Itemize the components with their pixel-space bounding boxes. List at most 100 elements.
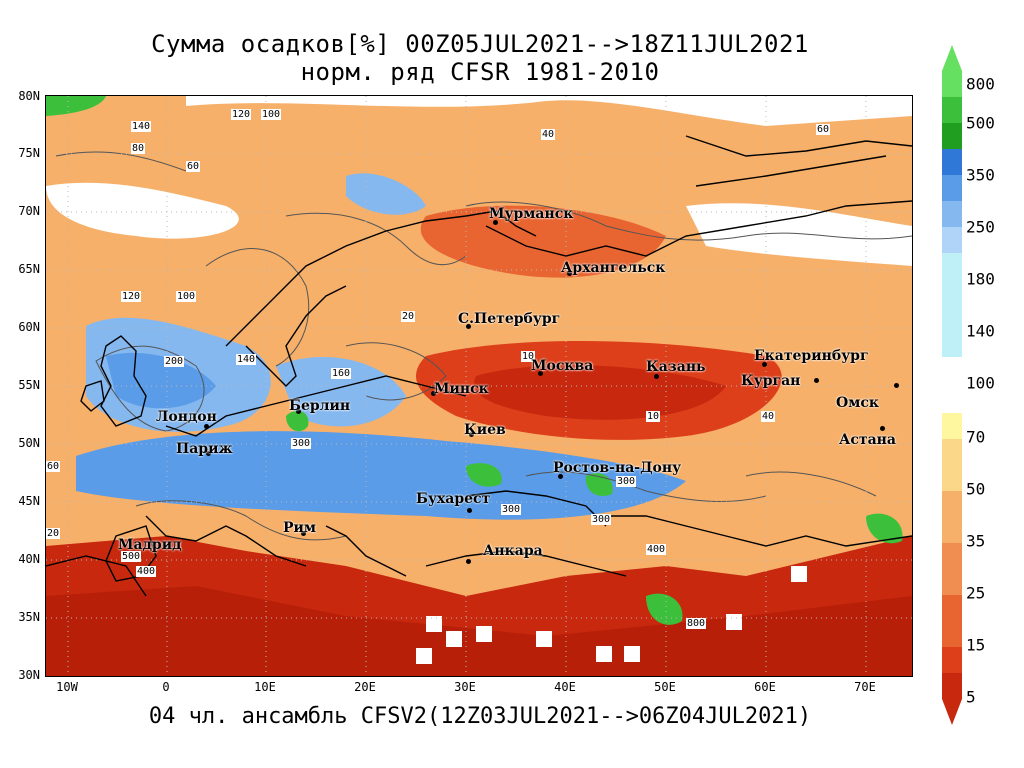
city-bucharest: Бухарест — [416, 491, 491, 507]
city-minsk: Минск — [434, 381, 489, 397]
map-subtitle: норм. ряд CFSR 1981-2010 — [300, 58, 660, 86]
lat-label: 50N — [18, 436, 40, 450]
contour-label: 80 — [131, 143, 146, 154]
city-marker — [466, 324, 471, 329]
lon-label: 50E — [654, 680, 676, 694]
lat-label: 75N — [18, 146, 40, 160]
city-berlin: Берлин — [289, 398, 351, 414]
city-marker — [493, 220, 498, 225]
city-marker — [469, 432, 474, 437]
city-astana: Астана — [839, 432, 896, 448]
lat-label: 30N — [18, 668, 40, 682]
city-rostov-on-don: Ростов-на-Дону — [553, 460, 682, 476]
city-marker — [206, 451, 211, 456]
contour-label: 140 — [236, 354, 257, 365]
contour-label: 60 — [186, 161, 201, 172]
contour-label: 300 — [591, 514, 612, 525]
legend-arrow-down — [942, 699, 962, 725]
city-madrid: Мадрид — [118, 537, 182, 553]
legend-arrow-up — [942, 45, 962, 71]
precipitation-map: 140 120 100 80 60 40 120 100 200 140 20 … — [45, 95, 913, 677]
city-yekaterinburg: Екатеринбург — [754, 348, 869, 364]
city-marker — [467, 508, 472, 513]
city-marker — [567, 271, 572, 276]
lon-label: 20E — [354, 680, 376, 694]
city-kurgan: Курган — [741, 373, 801, 389]
lat-label: 40N — [18, 552, 40, 566]
contour-label: 500 — [121, 551, 142, 562]
contour-label: 400 — [646, 544, 667, 555]
contour-label: 60 — [46, 461, 61, 472]
legend-swatch — [942, 71, 962, 97]
legend-swatch — [942, 673, 962, 699]
legend-tick: 35 — [966, 531, 986, 551]
city-marker — [204, 424, 209, 429]
contour-label: 120 — [121, 291, 142, 302]
city-marker — [880, 426, 885, 431]
city-rome: Рим — [283, 520, 317, 536]
city-st-petersburg: С.Петербург — [458, 311, 561, 327]
legend-swatch — [942, 491, 962, 543]
legend-tick: 25 — [966, 583, 986, 603]
legend-swatch — [942, 175, 962, 201]
contour-label: 100 — [176, 291, 197, 302]
city-marker — [814, 378, 819, 383]
legend-swatch — [942, 149, 962, 175]
lon-label: 0 — [162, 680, 170, 694]
lat-label: 80N — [18, 89, 40, 103]
legend-tick: 180 — [966, 269, 995, 289]
map-field — [46, 96, 912, 676]
lat-label: 35N — [18, 610, 40, 624]
city-marker — [558, 474, 563, 479]
contour-label: 20 — [401, 311, 416, 322]
legend-colorbar — [942, 45, 962, 725]
map-title: Сумма осадков[%] 00Z05JUL2021-->18Z11JUL… — [151, 30, 809, 58]
lon-label: 30E — [454, 680, 476, 694]
legend-tick: 250 — [966, 217, 995, 237]
lon-label: 40E — [554, 680, 576, 694]
lat-label: 45N — [18, 494, 40, 508]
lon-label: 10E — [254, 680, 276, 694]
legend-swatch — [942, 123, 962, 149]
legend-swatch — [942, 647, 962, 673]
city-arkhangelsk: Архангельск — [561, 260, 666, 276]
city-kazan: Казань — [646, 359, 706, 375]
legend-tick: 5 — [966, 687, 976, 707]
contour-label: 10 — [521, 351, 536, 362]
legend-swatch — [942, 97, 962, 123]
lat-label: 65N — [18, 262, 40, 276]
contour-label: 140 — [131, 121, 152, 132]
legend-swatch — [942, 253, 962, 357]
city-marker — [894, 383, 899, 388]
legend-tick: 70 — [966, 427, 986, 447]
city-marker — [296, 409, 301, 414]
ensemble-caption: 04 чл. ансамбль CFSV2(12Z03JUL2021-->06Z… — [148, 704, 812, 729]
lat-label: 70N — [18, 204, 40, 218]
contour-label: 160 — [331, 368, 352, 379]
city-omsk: Омск — [836, 395, 879, 411]
legend-swatch — [942, 543, 962, 595]
legend-swatch — [942, 227, 962, 253]
contour-label: 300 — [291, 438, 312, 449]
contour-label: 20 — [46, 528, 61, 539]
legend-tick: 50 — [966, 479, 986, 499]
contour-label: 100 — [261, 109, 282, 120]
color-legend: 800 500 350 250 180 140 100 70 50 35 25 … — [940, 45, 1024, 725]
contour-label: 200 — [164, 356, 185, 367]
city-marker — [166, 544, 171, 549]
city-marker — [762, 362, 767, 367]
contour-label: 300 — [501, 504, 522, 515]
city-london: Лондон — [156, 409, 217, 425]
lat-label: 55N — [18, 378, 40, 392]
legend-swatch — [942, 201, 962, 227]
lon-label: 60E — [754, 680, 776, 694]
city-kyiv: Киев — [464, 422, 506, 438]
city-marker — [654, 374, 659, 379]
legend-tick: 140 — [966, 321, 995, 341]
city-moscow: Москва — [531, 358, 594, 374]
city-marker — [538, 371, 543, 376]
contour-label: 120 — [231, 109, 252, 120]
legend-swatch — [942, 439, 962, 491]
city-marker — [466, 559, 471, 564]
city-marker — [301, 531, 306, 536]
